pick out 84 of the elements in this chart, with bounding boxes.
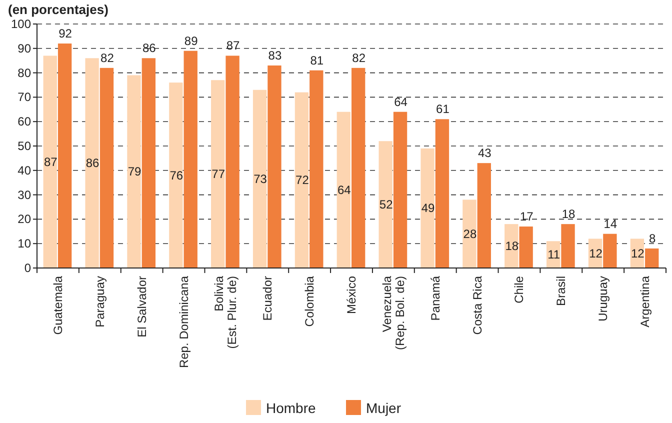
x-tick-label: Colombia	[302, 276, 317, 327]
bar	[142, 58, 156, 268]
bar	[393, 112, 408, 268]
x-tick-label: Ecuador	[260, 276, 275, 321]
data-label: 43	[478, 146, 492, 160]
bar	[127, 75, 141, 268]
bar	[211, 80, 225, 268]
y-tick-label: 10	[18, 236, 32, 251]
bar	[352, 68, 366, 268]
bar	[169, 82, 183, 268]
bar	[85, 58, 99, 268]
bar	[58, 44, 72, 268]
bar	[462, 200, 476, 268]
data-label: 82	[352, 50, 366, 65]
data-label: 64	[394, 94, 408, 109]
data-label: 92	[58, 26, 72, 41]
x-tick-label: Brasil	[554, 276, 568, 306]
chart-title: (en porcentajes)	[8, 2, 108, 17]
data-label: 86	[86, 156, 100, 170]
bar	[477, 163, 491, 268]
bar	[378, 141, 392, 268]
data-label: 49	[421, 201, 436, 216]
bar	[603, 234, 617, 268]
data-label: 87	[44, 154, 58, 169]
data-label: 52	[379, 198, 394, 212]
data-label: 18	[562, 207, 576, 222]
data-label: 28	[463, 226, 477, 241]
data-label: 12	[631, 246, 645, 260]
y-tick-label: 20	[18, 212, 32, 226]
x-tick-label: Bolivia (Est. Plur. de)	[212, 276, 240, 349]
bar	[268, 65, 282, 268]
y-tick-label: 90	[18, 41, 32, 56]
y-tick-label: 50	[18, 139, 32, 153]
x-tick-label: Uruguay	[596, 276, 610, 322]
data-label: 73	[254, 172, 268, 186]
bar	[43, 56, 57, 268]
bar	[645, 248, 659, 268]
y-tick-label: 30	[18, 188, 32, 202]
data-label: 83	[268, 48, 282, 62]
data-label: 17	[520, 210, 534, 224]
legend-label: Hombre	[266, 400, 316, 416]
x-tick-label: México	[344, 276, 358, 314]
x-tick-label: Venezuela (Rep. Bol. de)	[380, 276, 407, 350]
data-label: 79	[128, 164, 142, 179]
data-label: 82	[100, 50, 114, 65]
data-label: 61	[436, 102, 450, 116]
data-label: 14	[604, 216, 618, 231]
y-tick-label: 100	[10, 17, 32, 31]
bar	[519, 226, 533, 268]
bar	[310, 70, 324, 268]
data-label: 81	[310, 53, 324, 68]
data-label: 89	[184, 34, 198, 48]
data-label: 72	[296, 173, 310, 188]
y-tick-label: 70	[18, 90, 32, 104]
y-tick-label: 60	[18, 114, 32, 129]
bar	[226, 56, 240, 268]
bar	[435, 119, 450, 268]
x-tick-label: Costa Rica	[470, 276, 484, 335]
x-tick-label: Paraguay	[92, 276, 107, 328]
data-label: 86	[142, 41, 156, 56]
x-tick-label: Guatemala	[50, 276, 65, 335]
data-label: 8	[649, 231, 656, 246]
data-label: 77	[212, 167, 226, 182]
x-tick-label: El Salvador	[134, 276, 149, 338]
data-label: 64	[337, 182, 352, 197]
bar	[420, 148, 434, 268]
bar	[100, 68, 114, 268]
bar	[294, 92, 309, 268]
x-tick-label: Panamá	[428, 276, 442, 321]
bar	[184, 50, 198, 268]
data-label: 18	[505, 239, 519, 254]
x-tick-label: Chile	[512, 276, 526, 304]
legend-label: Mujer	[366, 400, 402, 416]
data-label: 12	[589, 246, 603, 260]
data-label: 11	[548, 248, 560, 262]
y-tick-label: 0	[24, 261, 32, 275]
bar	[561, 224, 575, 268]
y-tick-label: 40	[18, 163, 32, 178]
bar	[252, 90, 267, 268]
data-label: 76	[170, 168, 184, 182]
x-tick-label: Rep. Dominicana	[176, 276, 191, 368]
bar	[336, 112, 350, 268]
x-tick-label: Argentina	[638, 276, 652, 328]
y-tick-label: 80	[18, 66, 32, 80]
